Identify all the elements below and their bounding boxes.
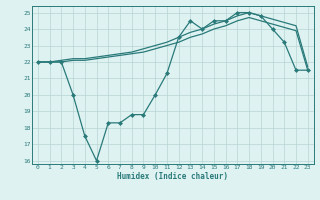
X-axis label: Humidex (Indice chaleur): Humidex (Indice chaleur): [117, 172, 228, 181]
